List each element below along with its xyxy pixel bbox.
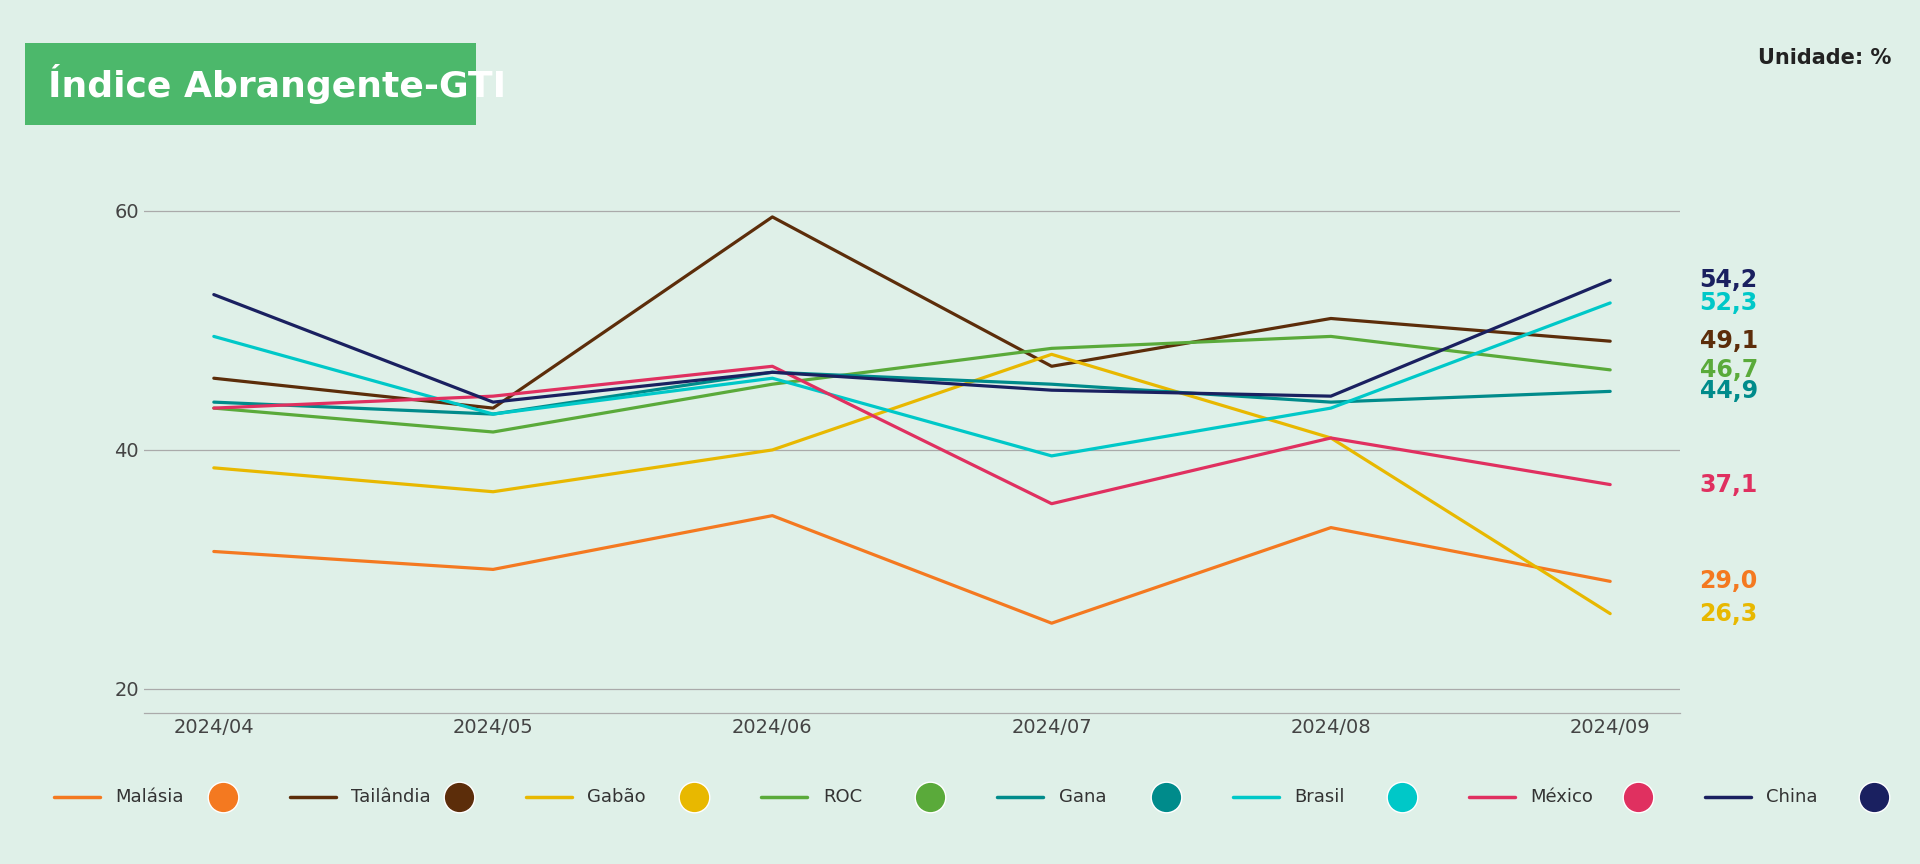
- Text: Brasil: Brasil: [1294, 788, 1346, 806]
- Text: 49,1: 49,1: [1699, 329, 1757, 353]
- Text: 26,3: 26,3: [1699, 601, 1759, 626]
- Text: 54,2: 54,2: [1699, 268, 1757, 292]
- Text: 46,7: 46,7: [1699, 358, 1759, 382]
- Text: Índice Abrangente-GTI: Índice Abrangente-GTI: [48, 64, 507, 105]
- Text: Unidade: %: Unidade: %: [1759, 48, 1891, 67]
- Text: México: México: [1530, 788, 1594, 806]
- Text: Gabão: Gabão: [588, 788, 645, 806]
- Text: ROC: ROC: [824, 788, 862, 806]
- Text: Gana: Gana: [1058, 788, 1106, 806]
- Text: Tailândia: Tailândia: [351, 788, 430, 806]
- Text: China: China: [1766, 788, 1818, 806]
- Text: Malásia: Malásia: [115, 788, 184, 806]
- Text: 29,0: 29,0: [1699, 569, 1759, 594]
- Text: 37,1: 37,1: [1699, 473, 1759, 497]
- Text: 52,3: 52,3: [1699, 291, 1759, 315]
- Text: 44,9: 44,9: [1699, 379, 1757, 403]
